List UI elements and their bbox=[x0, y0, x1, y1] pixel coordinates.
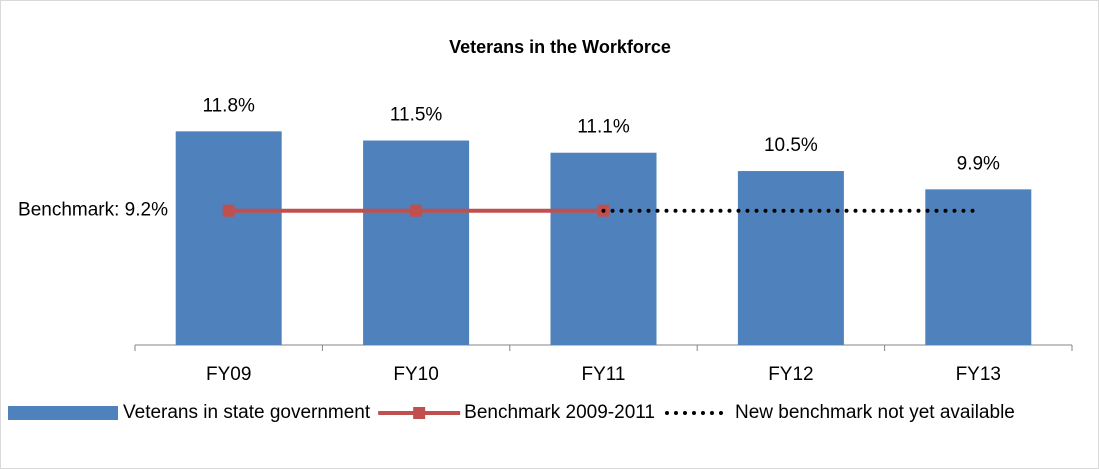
legend-label: Veterans in state government bbox=[123, 402, 371, 423]
bar bbox=[363, 140, 470, 345]
data-label: 10.5% bbox=[764, 135, 818, 156]
x-tick-label: FY09 bbox=[206, 364, 251, 385]
x-tick-label: FY13 bbox=[956, 364, 1001, 385]
x-tick-label: FY10 bbox=[393, 364, 438, 385]
marker bbox=[222, 204, 235, 217]
bar bbox=[175, 131, 282, 345]
annotation: Benchmark: 9.2% bbox=[18, 200, 168, 221]
bar bbox=[925, 189, 1032, 345]
data-label: 11.1% bbox=[577, 117, 630, 138]
data-label: 11.8% bbox=[202, 95, 255, 116]
legend-swatch bbox=[8, 406, 118, 420]
x-tick-label: FY12 bbox=[768, 364, 813, 385]
bar bbox=[550, 152, 657, 345]
x-tick-label: FY11 bbox=[581, 364, 625, 385]
bar bbox=[737, 171, 844, 345]
legend-label: New benchmark not yet available bbox=[735, 402, 1015, 423]
legend-marker bbox=[413, 407, 426, 419]
marker bbox=[410, 204, 423, 217]
data-label: 9.9% bbox=[957, 153, 1000, 174]
legend-label: Benchmark 2009-2011 bbox=[464, 402, 655, 423]
chart-title: Veterans in the Workforce bbox=[449, 37, 671, 57]
data-label: 11.5% bbox=[390, 105, 443, 126]
